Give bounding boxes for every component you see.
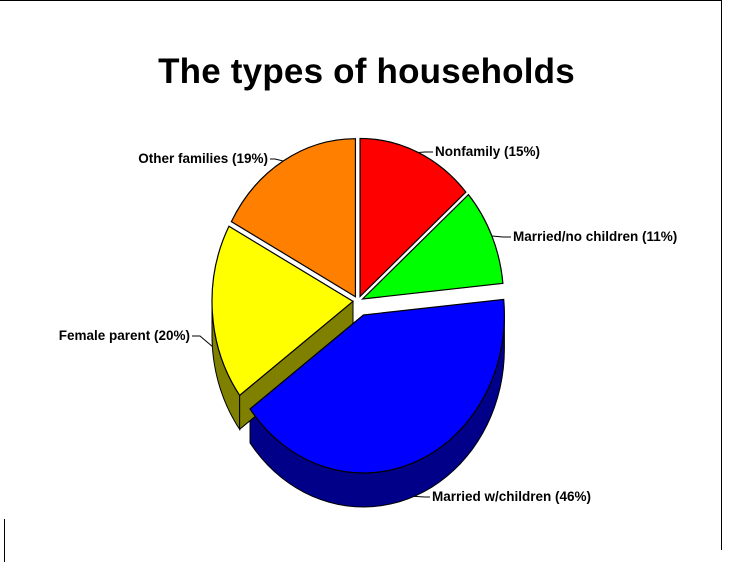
chart-title: The types of households — [158, 52, 575, 91]
pie-slice-5 — [230, 138, 357, 298]
pie-labels: Nonfamily (15%) Married/no children (11%)… — [59, 144, 678, 504]
pie-leader-line-3 — [414, 495, 430, 498]
pie-leader-line-4 — [192, 335, 213, 347]
pie-leader-line-1 — [418, 151, 433, 153]
pie-slice-label-3: Married w/children (46%) — [432, 489, 591, 504]
frame-left-rule — [4, 519, 5, 562]
pie-slice-label-1: Nonfamily (15%) — [435, 144, 540, 159]
pie-leader-line-2 — [491, 235, 511, 238]
pie-slice-label-2: Married/no children (11%) — [513, 229, 677, 244]
pie-slice-label-5: Other families (19%) — [138, 151, 268, 166]
pie-top-faces — [211, 137, 505, 474]
pie-slice-label-4: Female parent (20%) — [59, 328, 190, 343]
chart-frame — [0, 0, 722, 550]
pie-leader-line-5 — [270, 158, 284, 162]
pie-slice-2 — [360, 193, 504, 300]
pie-slice-3 — [249, 298, 505, 474]
pie-slice-4 — [211, 225, 355, 397]
